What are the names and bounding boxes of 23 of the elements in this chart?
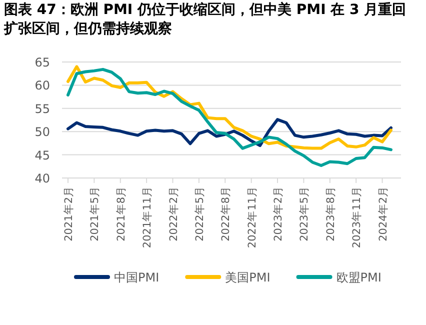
x-tick-label: 2021年5月 bbox=[89, 186, 102, 242]
y-tick-label: 50 bbox=[34, 125, 50, 140]
x-tick-label: 2022年11月 bbox=[246, 186, 258, 248]
y-tick-label: 65 bbox=[34, 56, 50, 70]
x-tick-label: 2021年11月 bbox=[142, 186, 154, 248]
x-tick-label: 2021年8月 bbox=[115, 186, 128, 242]
legend-label: 欧盟PMI bbox=[336, 270, 382, 284]
x-tick-label: 2022年2月 bbox=[168, 186, 180, 242]
y-tick-label: 55 bbox=[34, 102, 50, 116]
x-tick-label: 2023年5月 bbox=[298, 186, 311, 242]
x-tick-label: 2024年2月 bbox=[377, 186, 390, 242]
y-tick-label: 45 bbox=[34, 148, 50, 162]
chart-title: 图表 47：欧洲 PMI 仍位于收缩区间，但中美 PMI 在 3 月重回扩张区间，但仍需持续观察 bbox=[3, 1, 406, 37]
x-tick-label: 2023年2月 bbox=[272, 186, 285, 242]
x-tick-label: 2022年5月 bbox=[194, 186, 206, 242]
x-tick-label: 2023年8月 bbox=[324, 186, 337, 242]
legend-label: 美国PMI bbox=[225, 270, 270, 284]
x-tick-label: 2022年8月 bbox=[220, 186, 232, 242]
x-tick-label: 2021年2月 bbox=[63, 186, 75, 242]
y-tick-label: 40 bbox=[34, 172, 50, 186]
y-tick-label: 60 bbox=[34, 78, 50, 93]
x-tick-label: 2023年11月 bbox=[351, 186, 364, 248]
legend-label: 中国PMI bbox=[114, 270, 160, 284]
